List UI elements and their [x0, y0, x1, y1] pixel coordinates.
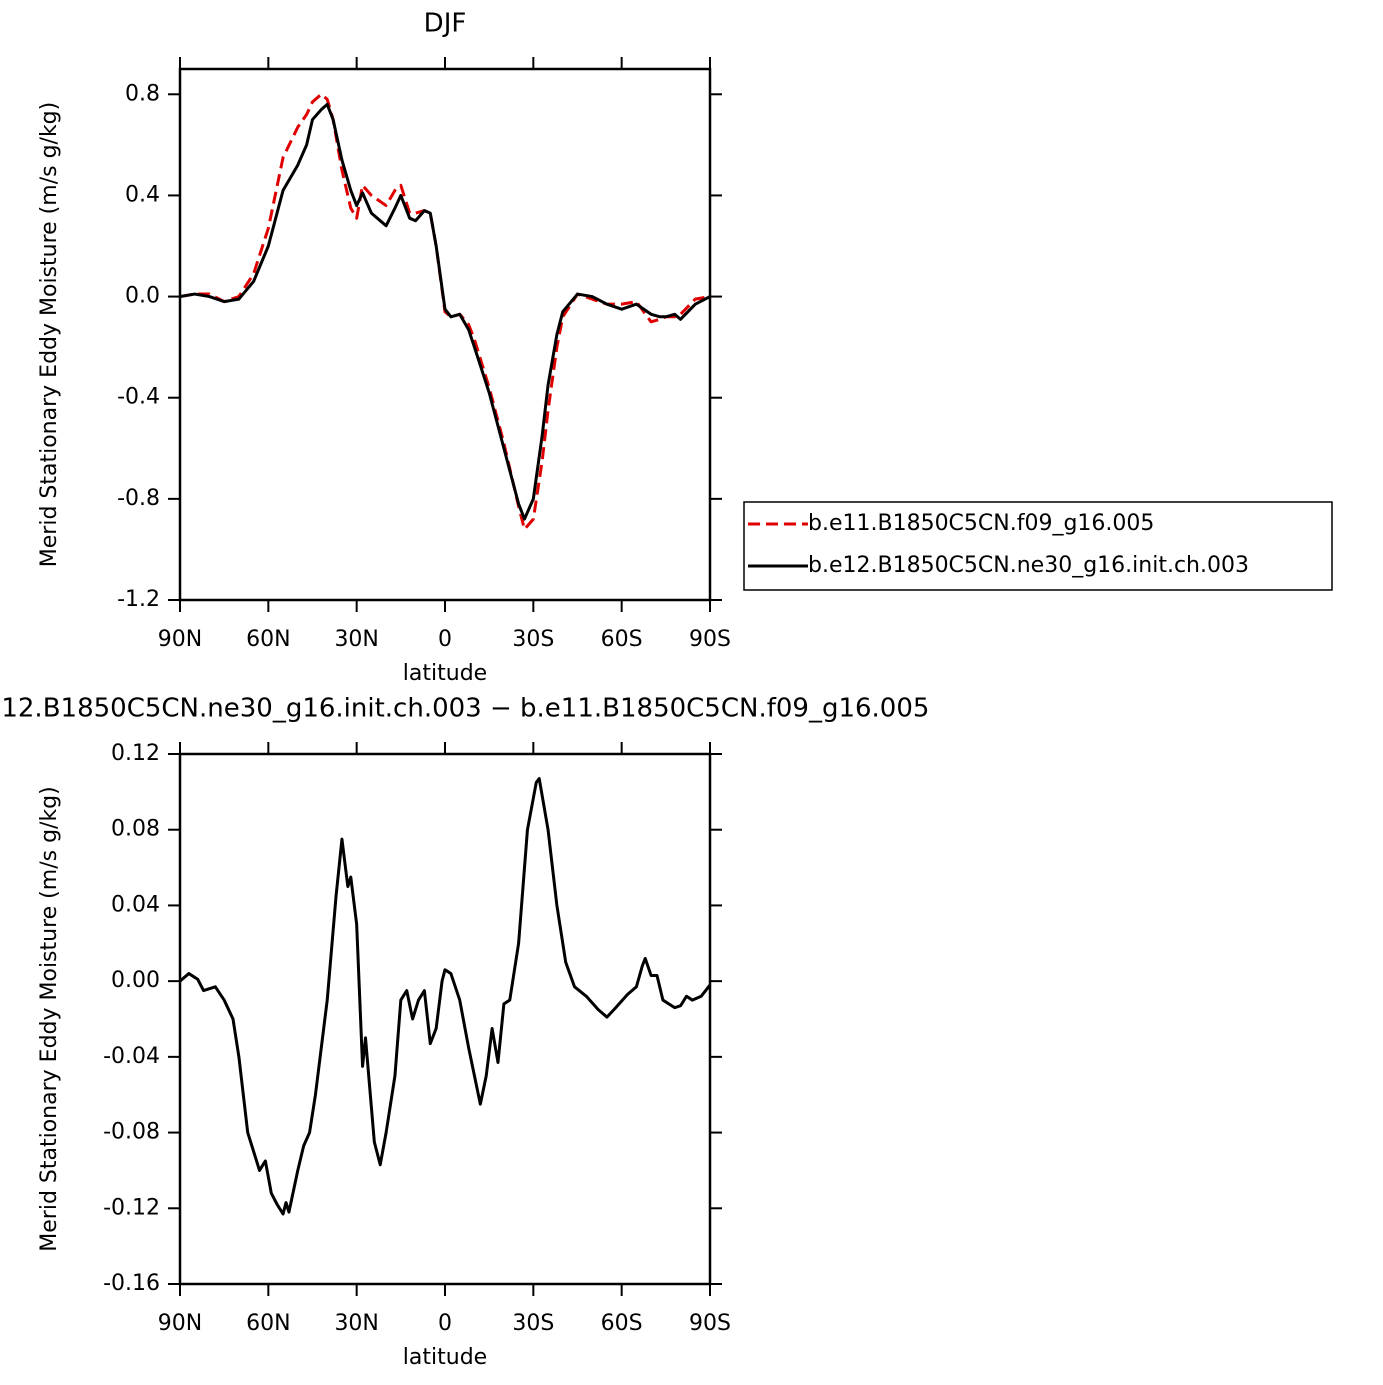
- y-axis-label: Merid Stationary Eddy Moisture (m/s g/kg…: [37, 786, 62, 1251]
- x-axis-label: latitude: [403, 1345, 487, 1370]
- x-tick-label: 30S: [512, 1311, 554, 1336]
- y-tick-label: 0.00: [111, 968, 160, 993]
- data-line: [179, 102, 711, 521]
- y-tick-label: -0.12: [103, 1195, 160, 1220]
- x-tick-label: 60N: [246, 627, 290, 652]
- y-tick-label: 0.8: [125, 81, 160, 106]
- plot-frame: [178, 67, 712, 602]
- x-tick-label: 90S: [689, 1311, 731, 1336]
- y-tick-label: -0.16: [103, 1271, 160, 1296]
- y-tick-label: -0.4: [117, 385, 160, 410]
- y-axis-label: Merid Stationary Eddy Moisture (m/s g/kg…: [37, 102, 62, 567]
- x-tick-label: 90N: [158, 627, 202, 652]
- y-tick-label: -0.08: [103, 1120, 160, 1145]
- x-tick-label: 0: [438, 627, 452, 652]
- x-tick-label: 30N: [334, 627, 378, 652]
- x-tick-label: 90N: [158, 1311, 202, 1336]
- x-tick-label: 60N: [246, 1311, 290, 1336]
- x-tick-label: 60S: [601, 627, 643, 652]
- chart-title: DJF: [424, 9, 467, 39]
- legend-label: b.e11.B1850C5CN.f09_g16.005: [808, 511, 1154, 536]
- data-line: [179, 92, 711, 531]
- y-tick-label: 0.12: [111, 741, 160, 766]
- x-tick-label: 60S: [601, 1311, 643, 1336]
- y-tick-label: -0.8: [117, 486, 160, 511]
- x-axis-label: latitude: [403, 661, 487, 686]
- y-tick-label: 0.4: [125, 182, 160, 207]
- chart-title: b.e12.B1850C5CN.ne30_g16.init.ch.003 − b…: [0, 694, 929, 724]
- y-tick-label: 0.04: [111, 892, 160, 917]
- x-tick-label: 30N: [334, 1311, 378, 1336]
- legend-box: [743, 501, 1333, 591]
- plot-frame: [178, 752, 712, 1286]
- x-tick-label: 30S: [512, 627, 554, 652]
- legend-label: b.e12.B1850C5CN.ne30_g16.init.ch.003: [808, 553, 1249, 578]
- data-line: [179, 777, 712, 1216]
- x-tick-label: 90S: [689, 627, 731, 652]
- y-tick-label: 0.08: [111, 817, 160, 842]
- y-tick-label: -0.04: [103, 1044, 160, 1069]
- y-tick-label: -1.2: [117, 587, 160, 612]
- x-tick-label: 0: [438, 1311, 452, 1336]
- y-tick-label: 0.0: [125, 284, 160, 309]
